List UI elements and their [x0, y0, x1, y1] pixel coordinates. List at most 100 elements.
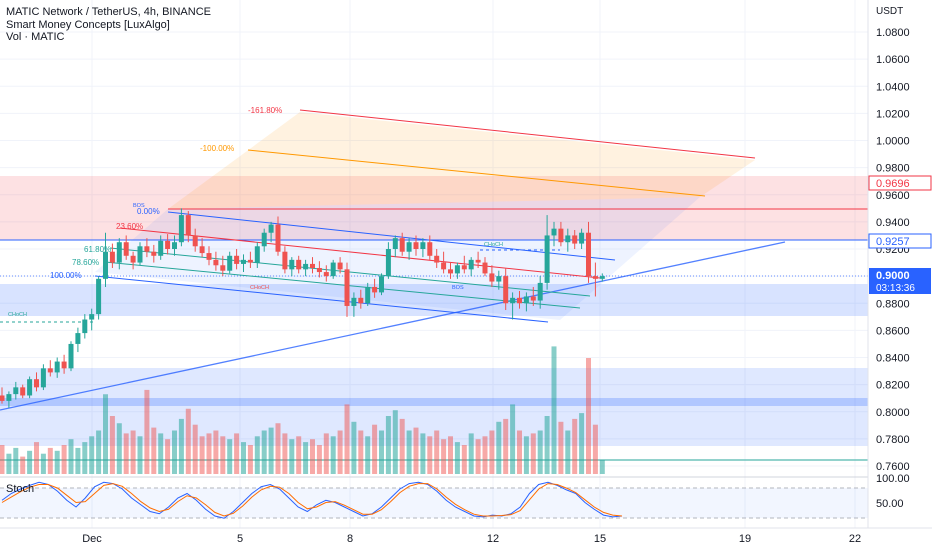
volume-bar	[275, 423, 281, 474]
time-axis[interactable]: Dec 5 8 12 15 19 22	[0, 527, 932, 545]
candle-body	[123, 242, 129, 256]
candle-body	[199, 246, 205, 254]
volume-bar	[358, 430, 364, 474]
fib-label-61: 61.80%	[84, 245, 111, 254]
candle-body	[510, 297, 516, 304]
choch-label: CHoCH	[250, 285, 269, 291]
volume-bar	[82, 442, 88, 474]
volume-bar	[365, 436, 371, 474]
candle-body	[185, 215, 191, 236]
volume-bar	[530, 433, 536, 474]
price-badge-current: 0.9000	[876, 270, 910, 282]
volume-bar	[351, 421, 357, 474]
fib-label-23: 23.60%	[116, 222, 143, 231]
candle-body	[220, 265, 226, 271]
volume-bar	[406, 430, 412, 474]
volume-bar	[172, 430, 177, 474]
candle-body	[61, 361, 67, 369]
candle-body	[192, 235, 198, 247]
volume-bar	[61, 445, 67, 474]
candle-body	[172, 242, 177, 249]
volume-bar	[20, 456, 26, 474]
candle-body	[316, 267, 322, 273]
volume-bar	[310, 439, 315, 474]
volume-bar	[234, 433, 240, 474]
candle-body	[247, 259, 253, 263]
choch-label: CHoCH	[8, 312, 27, 318]
price-tick: 0.8000	[876, 407, 910, 419]
volume-bar	[496, 421, 502, 474]
candle-body	[40, 368, 46, 388]
overlay-labels: -161.80% -100.00% 0.00% 23.60% 61.80% 78.60% 1…	[8, 106, 503, 318]
price-tick: 1.0800	[876, 27, 910, 39]
supply-zone	[0, 176, 868, 240]
fib-78-line	[104, 261, 581, 309]
volume-bar	[448, 436, 453, 474]
candle-body	[592, 276, 598, 279]
candle-body	[137, 246, 143, 263]
countdown-badge: 03:13:36	[876, 283, 915, 294]
volume-bar	[316, 445, 322, 474]
volume-bar	[468, 433, 474, 474]
volume-bar	[482, 436, 488, 474]
stoch-d-line	[1, 483, 623, 517]
price-tick: 0.9800	[876, 163, 910, 175]
volume-bar	[109, 416, 115, 474]
candle-body	[130, 255, 136, 263]
candle-body	[461, 265, 467, 270]
indicator-volume[interactable]: Vol · MATIC	[6, 31, 65, 43]
volume-bar	[137, 436, 143, 474]
candle-body	[68, 343, 74, 369]
volume-bar	[385, 416, 391, 474]
volume-bar	[289, 439, 295, 474]
candle-body	[261, 232, 267, 247]
candle-body	[544, 235, 550, 283]
price-axis[interactable]: USDT 1.0800 1.0600 1.0400 1.0200 1.0000 0.9800…	[867, 0, 932, 528]
volume-bar	[489, 430, 495, 474]
candle-body	[289, 259, 295, 270]
badge-bg	[868, 175, 932, 191]
volume-bar	[75, 447, 81, 474]
indicator-smc[interactable]: Smart Money Concepts [LuxAlgo]	[6, 18, 170, 31]
fib-label-0: 0.00%	[137, 207, 160, 216]
chart-legend: MATIC Network / TetherUS, 4h, BINANCE Sm…	[6, 6, 211, 44]
volume-bar	[27, 450, 33, 474]
volume-bar	[34, 442, 39, 474]
volume-bar	[544, 416, 550, 474]
candle-body	[379, 276, 384, 293]
volume-bar	[165, 439, 171, 474]
candle-body	[103, 251, 108, 279]
candle-body	[330, 262, 336, 277]
volume-bar	[330, 436, 336, 474]
symbol-title[interactable]: MATIC Network / TetherUS, 4h, BINANCE	[6, 6, 211, 18]
price-badge-9696: 0.9696	[876, 178, 910, 190]
candle-body	[47, 368, 53, 373]
price-tick: 1.0400	[876, 81, 910, 93]
volume-bars	[0, 346, 605, 474]
price-badge-9257: 0.9257	[876, 236, 910, 248]
candle-body	[448, 269, 453, 274]
candle-body	[475, 259, 481, 263]
demand-zone-lower	[0, 368, 868, 446]
candlesticks	[0, 208, 605, 408]
candle-body	[372, 286, 378, 293]
time-tick: 19	[739, 533, 751, 545]
volume-bar	[268, 427, 274, 474]
volume-bar	[592, 424, 598, 474]
candle-body	[337, 262, 343, 270]
time-tick: 15	[594, 533, 606, 545]
candle-body	[34, 379, 39, 388]
time-tick: 8	[347, 533, 353, 545]
candle-body	[565, 235, 571, 243]
time-tick: 5	[237, 533, 243, 545]
stoch-tick: 100.00	[876, 473, 910, 485]
volume-bar	[40, 453, 46, 474]
fib-61-line	[109, 247, 591, 297]
stoch-indicator-label[interactable]: Stoch	[6, 483, 35, 495]
volume-bar	[282, 433, 288, 474]
volume-bar	[392, 410, 398, 474]
candle-body	[323, 272, 329, 277]
stochastic-pane	[0, 476, 868, 519]
price-tick: 1.0000	[876, 136, 910, 148]
